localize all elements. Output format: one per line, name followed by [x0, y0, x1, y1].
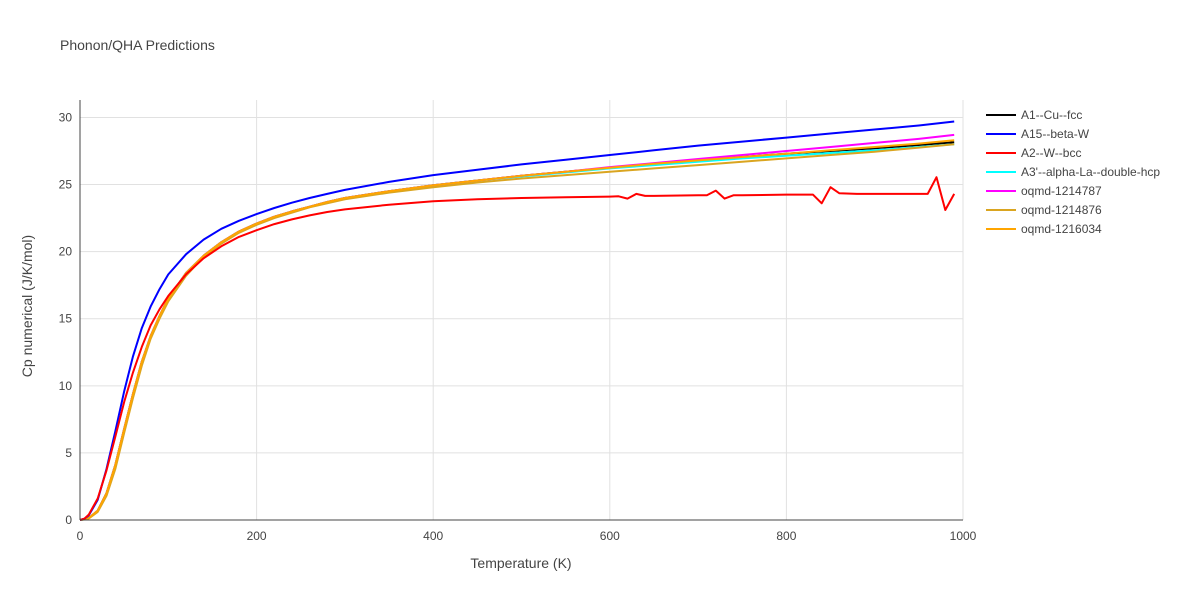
- legend-item[interactable]: oqmd-1214787: [986, 184, 1102, 198]
- legend-item[interactable]: A2--W--bcc: [986, 146, 1081, 160]
- y-axis-title: Cp numerical (J/K/mol): [19, 235, 35, 377]
- legend-label: oqmd-1214876: [1021, 203, 1102, 217]
- x-tick-label: 200: [247, 529, 267, 543]
- legend-label: A3'--alpha-La--double-hcp: [1021, 165, 1160, 179]
- y-tick-label: 0: [65, 513, 72, 527]
- legend-item[interactable]: A15--beta-W: [986, 127, 1090, 141]
- legend-item[interactable]: A3'--alpha-La--double-hcp: [986, 165, 1160, 179]
- legend-label: A2--W--bcc: [1021, 146, 1081, 160]
- x-tick-label: 800: [776, 529, 796, 543]
- legend-label: A1--Cu--fcc: [1021, 108, 1082, 122]
- legend-label: oqmd-1216034: [1021, 222, 1102, 236]
- legend-label: oqmd-1214787: [1021, 184, 1102, 198]
- series-line-oqmd-1216034: [79, 139, 955, 521]
- chart-title: Phonon/QHA Predictions: [60, 37, 215, 53]
- x-tick-label: 1000: [950, 529, 977, 543]
- series-line-A15--beta-W: [79, 120, 955, 521]
- series-line-oqmd-1214787: [79, 133, 955, 521]
- y-tick-label: 10: [59, 379, 73, 393]
- y-tick-label: 20: [59, 245, 73, 259]
- y-tick-label: 15: [59, 312, 73, 326]
- legend: A1--Cu--fcc A15--beta-W A2--W--bcc A3'--alp…: [986, 108, 1160, 236]
- x-tick-label: 0: [77, 529, 84, 543]
- axes: 0 200 400 600 800 1000 0 5 10 15 20 25 30: [59, 100, 977, 543]
- y-tick-label: 5: [65, 446, 72, 460]
- x-tick-label: 400: [423, 529, 443, 543]
- x-tick-label: 600: [600, 529, 620, 543]
- legend-item[interactable]: oqmd-1216034: [986, 222, 1102, 236]
- legend-item[interactable]: oqmd-1214876: [986, 203, 1102, 217]
- y-tick-label: 25: [59, 178, 73, 192]
- series-line-A2--W--bcc: [79, 176, 956, 521]
- legend-label: A15--beta-W: [1021, 127, 1090, 141]
- x-axis-title: Temperature (K): [470, 555, 571, 571]
- y-tick-label: 30: [59, 110, 73, 124]
- legend-item[interactable]: A1--Cu--fcc: [986, 108, 1082, 122]
- series-lines: [79, 120, 956, 521]
- grid: [80, 100, 964, 520]
